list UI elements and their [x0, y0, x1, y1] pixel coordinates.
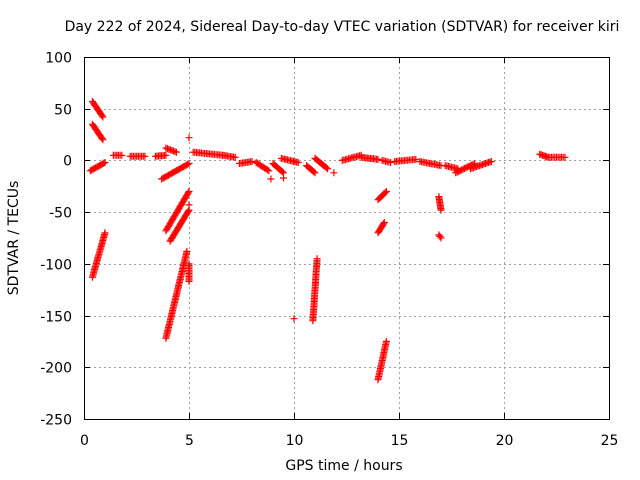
data-point	[310, 168, 318, 176]
data-point	[487, 158, 495, 165]
data-point	[248, 158, 256, 165]
data-point	[412, 155, 420, 163]
y-tick-label: 50	[54, 103, 72, 119]
data-point	[98, 134, 106, 142]
data-point	[141, 152, 149, 160]
y-tick-label: 100	[45, 51, 72, 67]
y-tick-label: -150	[40, 310, 72, 326]
data-point	[185, 188, 193, 195]
data-point	[98, 112, 106, 120]
y-tick-label: -50	[49, 206, 72, 222]
data-point	[100, 159, 108, 167]
data-point	[185, 134, 193, 142]
y-tick-label: 0	[63, 154, 72, 170]
x-tick-label: 20	[496, 433, 514, 449]
data-point	[322, 164, 330, 172]
y-axis-label: SDTVAR / TECUs	[6, 181, 22, 296]
data-point	[330, 169, 338, 177]
y-tick-label: -250	[40, 413, 72, 429]
data-point	[263, 166, 271, 174]
data-point	[185, 277, 193, 285]
x-tick-label: 0	[80, 433, 89, 449]
data-point	[99, 136, 107, 144]
data-point	[382, 337, 390, 345]
data-point	[324, 165, 332, 173]
x-axis-label: GPS time / hours	[285, 458, 402, 474]
data-point	[290, 315, 298, 323]
data-point	[101, 159, 109, 166]
data-point	[387, 159, 395, 166]
axis-ticks	[84, 57, 610, 420]
x-tick-label: 15	[391, 433, 409, 449]
data-point	[162, 151, 170, 159]
data-point	[101, 229, 109, 237]
data-point	[118, 151, 126, 159]
data-point	[185, 201, 193, 209]
data-point	[172, 148, 180, 156]
data-point	[309, 317, 317, 325]
data-point	[183, 247, 191, 255]
data-points	[86, 98, 569, 384]
chart-title: Day 222 of 2024, Sidereal Day-to-day VTE…	[65, 19, 620, 35]
data-point	[267, 175, 275, 183]
data-point	[278, 168, 286, 176]
x-tick-labels: 0 5 10 15 20 25	[80, 433, 618, 449]
data-point	[437, 206, 445, 214]
data-point	[184, 160, 192, 168]
data-point	[311, 169, 319, 177]
plot-frame	[84, 57, 610, 420]
y-tick-label: -200	[40, 361, 72, 377]
grid	[84, 57, 609, 419]
data-point	[382, 188, 390, 195]
x-tick-label: 5	[185, 433, 194, 449]
data-point	[380, 219, 388, 226]
data-point	[294, 159, 302, 166]
data-point	[185, 160, 193, 167]
data-point	[374, 155, 382, 163]
x-tick-label: 25	[601, 433, 619, 449]
data-point	[184, 189, 192, 197]
data-point	[231, 153, 239, 161]
data-point	[381, 189, 389, 197]
data-point	[436, 232, 444, 240]
data-point	[280, 174, 287, 182]
data-point	[265, 167, 273, 175]
data-point	[561, 153, 569, 161]
y-tick-labels: -250 -200 -150 -100 -50 0 50 100	[40, 51, 72, 429]
data-point	[380, 220, 387, 228]
data-point	[437, 234, 445, 242]
y-tick-label: -100	[40, 258, 72, 274]
data-point	[184, 207, 192, 215]
x-tick-label: 10	[286, 433, 304, 449]
data-point	[99, 113, 107, 121]
